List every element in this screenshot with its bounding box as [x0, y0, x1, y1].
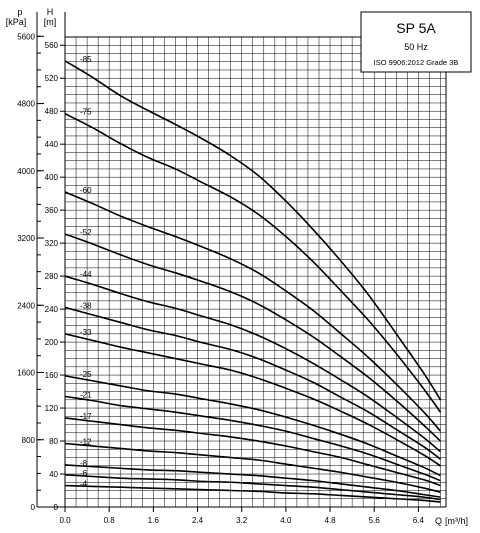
curve-stage-75 — [64, 112, 442, 413]
y-tick-label: 0 — [54, 503, 59, 512]
x-axis-unit: [m³/h] — [445, 516, 468, 526]
x-tick-label: 4.8 — [324, 516, 336, 525]
grid — [64, 36, 446, 508]
curve-stage-17 — [64, 417, 441, 487]
x-tick-label: 0.8 — [104, 516, 116, 525]
y-tick-label: 120 — [45, 404, 59, 413]
curve-stage-6 — [64, 474, 441, 501]
x-tick-label: 1.6 — [148, 516, 160, 525]
x-tick-label: 6.4 — [413, 516, 425, 525]
curve-label: -4 — [80, 480, 88, 489]
curve-label: -33 — [80, 328, 92, 337]
y-tick-label: 320 — [45, 239, 59, 248]
y2-tick-label: 4000 — [17, 167, 35, 176]
y-tick-label: 200 — [45, 338, 59, 347]
y2-tick-label: 1600 — [17, 369, 35, 378]
curve-label: -75 — [80, 108, 92, 117]
y2-tick-label: 0 — [31, 503, 36, 512]
y-tick-label: 480 — [45, 107, 59, 116]
y-axis-title: H — [47, 7, 54, 17]
y2-tick-label: 3200 — [17, 234, 35, 243]
performance-curves — [64, 60, 442, 503]
curve-stage-12 — [64, 442, 441, 493]
curve-label: -52 — [80, 228, 92, 237]
curve-labels: -85 -75 -60 -52 -44 -38 -33 -25 -21 -17 -12 -8-6 -4 — [80, 55, 92, 489]
x-tick-label: 2.4 — [192, 516, 204, 525]
curve-label: -44 — [80, 270, 92, 279]
y-tick-label: 240 — [45, 305, 59, 314]
curve-stage-60 — [64, 191, 442, 432]
curve-label: -60 — [80, 186, 92, 195]
info-box-frame — [360, 11, 472, 73]
y-tick-label: 520 — [45, 74, 59, 83]
curve-stage-25 — [64, 375, 441, 477]
y-tick-label: 400 — [45, 173, 59, 182]
y2-tick-label: 5600 — [17, 32, 35, 41]
x-tick-label: 0.0 — [59, 516, 71, 525]
y-tick-label: 80 — [49, 437, 58, 446]
curve-label: -85 — [80, 55, 92, 64]
y-axis-unit: [m] — [44, 17, 57, 27]
curve-label: -38 — [80, 301, 92, 310]
axes: 0.0 0.8 1.6 2.4 3.2 4.0 4.8 5.6 6.4 0 40 80 120 160 20… — [17, 12, 447, 525]
curve-label: -17 — [80, 412, 92, 421]
y-tick-label: 440 — [45, 140, 59, 149]
x-tick-label: 5.6 — [369, 516, 381, 525]
curve-stage-44 — [64, 275, 441, 453]
y2-axis-title: p — [17, 7, 22, 17]
y-tick-label: 360 — [45, 206, 59, 215]
curve-stage-33 — [64, 333, 441, 467]
curve-stage-8 — [64, 464, 441, 498]
info-box: SP 5A 50 Hz ISO 9906:2012 Grade 3B — [360, 11, 472, 73]
frequency-label: 50 Hz — [404, 42, 428, 52]
curve-label: -25 — [80, 370, 92, 379]
curve-stage-85 — [64, 60, 442, 401]
curve-stage-38 — [64, 306, 441, 460]
x-axis-title: Q — [435, 516, 442, 526]
y2-tick-label: 800 — [22, 436, 36, 445]
curve-stage-52 — [64, 233, 442, 442]
standard-label: ISO 9906:2012 Grade 3B — [374, 58, 459, 67]
y-tick-label: 160 — [45, 371, 59, 380]
axis-titles: p [kPa] H [m] Q [m³/h] — [6, 7, 468, 526]
curve-stage-4 — [64, 484, 441, 503]
curve-label: -21 — [80, 391, 92, 400]
curve-label: -6 — [80, 469, 88, 478]
y2-tick-label: 2400 — [17, 301, 35, 310]
x-tick-label: 3.2 — [236, 516, 248, 525]
y-tick-label: 40 — [49, 470, 58, 479]
y-tick-label: 280 — [45, 272, 59, 281]
curve-label: -8 — [80, 459, 88, 468]
curve-stage-21 — [64, 395, 441, 482]
y2-tick-label: 4800 — [17, 100, 35, 109]
y2-axis-unit: [kPa] — [6, 17, 27, 27]
x-tick-label: 4.0 — [280, 516, 292, 525]
y-tick-label: 560 — [45, 41, 59, 50]
curve-label: -12 — [80, 438, 92, 447]
chart-title: SP 5A — [396, 20, 436, 36]
